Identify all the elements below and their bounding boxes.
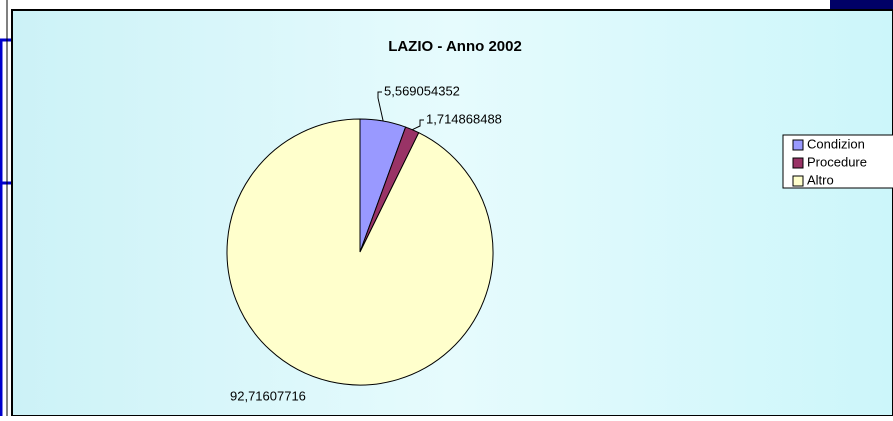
leader-line — [377, 91, 384, 122]
legend-swatch — [792, 175, 804, 187]
leader-line — [412, 119, 424, 131]
data-label: 1,714868488 — [426, 111, 502, 126]
pie-slice — [226, 118, 494, 386]
legend-swatch — [792, 157, 804, 169]
legend-swatch — [792, 139, 804, 151]
legend-label: Procedure — [807, 154, 867, 169]
legend-label: Altro — [807, 172, 834, 187]
data-label: 5,569054352 — [384, 83, 460, 98]
data-label: 92,71607716 — [230, 388, 306, 403]
chart-title: LAZIO - Anno 2002 — [388, 38, 522, 55]
header-box — [830, 0, 893, 10]
legend-label: Condizion — [807, 136, 865, 151]
